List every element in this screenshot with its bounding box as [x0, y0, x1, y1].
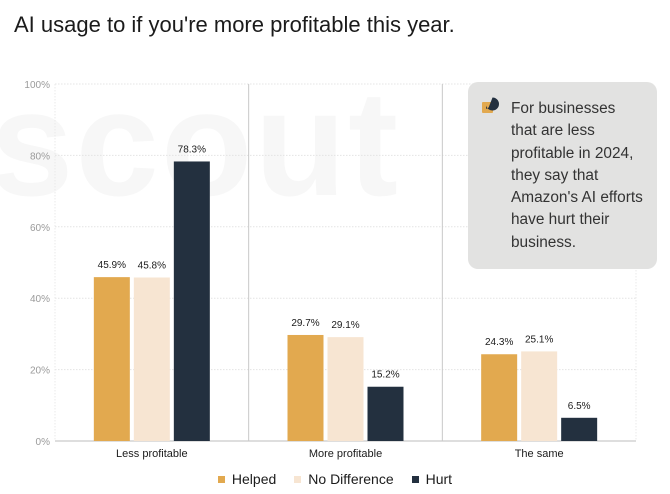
y-tick-label: 20% — [30, 366, 50, 377]
x-tick-label: Less profitable — [116, 448, 188, 460]
data-label: 6.5% — [568, 401, 591, 412]
bar-no-difference — [327, 337, 364, 441]
legend: Helped No Difference Hurt — [0, 471, 670, 487]
bar-helped — [93, 277, 130, 441]
data-label: 29.1% — [331, 320, 359, 331]
y-tick-label: 60% — [30, 223, 50, 234]
data-label: 45.9% — [98, 260, 126, 271]
data-label: 25.1% — [525, 334, 553, 345]
data-label: 45.8% — [138, 260, 166, 271]
legend-swatch — [411, 475, 419, 483]
data-label: 15.2% — [371, 370, 399, 381]
bar-hurt — [561, 417, 598, 441]
x-tick-label: More profitable — [309, 448, 382, 460]
data-label: 78.3% — [178, 144, 206, 155]
y-tick-label: 80% — [30, 151, 50, 162]
legend-item: No Difference — [294, 471, 394, 487]
bar-helped — [481, 354, 518, 441]
data-label: 29.7% — [291, 318, 319, 329]
chart-title: AI usage to if you're more profitable th… — [14, 12, 455, 37]
y-tick-label: 100% — [24, 80, 50, 91]
bar-no-difference — [133, 277, 170, 441]
bar-hurt — [367, 386, 404, 441]
legend-swatch — [217, 475, 225, 483]
x-tick-label: The same — [515, 448, 564, 460]
chat-bubble-front — [486, 97, 499, 111]
legend-swatch — [294, 475, 302, 483]
legend-item: Helped — [217, 471, 277, 487]
bar-helped — [287, 334, 324, 441]
chat-bubble-icon — [482, 97, 499, 113]
legend-item: Hurt — [411, 471, 453, 487]
callout-box: For businesses that are less profitable … — [468, 82, 657, 269]
callout-text: For businesses that are less profitable … — [511, 100, 643, 251]
bar-no-difference — [521, 351, 558, 441]
bar-hurt — [173, 161, 210, 441]
legend-label: Helped — [231, 471, 277, 487]
legend-label: No Difference — [308, 471, 394, 487]
data-label: 24.3% — [485, 337, 513, 348]
y-tick-label: 0% — [36, 437, 51, 448]
legend-label: Hurt — [425, 471, 453, 487]
y-tick-label: 40% — [30, 294, 50, 305]
